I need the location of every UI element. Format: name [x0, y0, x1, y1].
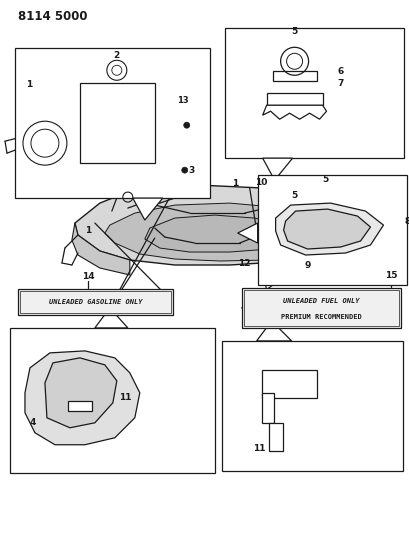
Text: PREMIUM RECOMMENDED: PREMIUM RECOMMENDED — [281, 314, 361, 320]
Bar — [257, 175, 407, 285]
Bar — [80, 83, 155, 163]
Bar — [15, 49, 209, 198]
Text: 5: 5 — [291, 27, 297, 36]
Bar — [272, 71, 316, 81]
Text: 11: 11 — [253, 444, 265, 453]
Text: 3: 3 — [188, 166, 194, 175]
Text: 12: 12 — [238, 259, 250, 268]
Polygon shape — [262, 158, 292, 180]
Bar — [268, 423, 282, 451]
Text: 2: 2 — [113, 51, 120, 60]
Bar — [261, 393, 273, 423]
Polygon shape — [256, 321, 291, 341]
Text: UNLEADED FUEL ONLY: UNLEADED FUEL ONLY — [283, 298, 359, 304]
Bar — [10, 328, 214, 473]
Text: 10: 10 — [255, 177, 267, 187]
Polygon shape — [45, 358, 117, 428]
Text: 8: 8 — [403, 216, 409, 225]
Polygon shape — [75, 185, 359, 265]
Bar — [241, 288, 400, 328]
Circle shape — [181, 167, 187, 173]
Text: 5: 5 — [291, 191, 297, 199]
Polygon shape — [25, 351, 139, 445]
Polygon shape — [144, 215, 299, 252]
Text: 5: 5 — [321, 175, 328, 184]
Text: 1: 1 — [85, 225, 91, 235]
Text: 9: 9 — [303, 261, 310, 270]
Polygon shape — [72, 223, 130, 275]
Text: 1: 1 — [231, 179, 237, 188]
Text: 4: 4 — [30, 418, 36, 427]
Polygon shape — [262, 105, 326, 119]
Polygon shape — [283, 209, 370, 249]
Text: 8114 5000: 8114 5000 — [18, 10, 87, 23]
Bar — [243, 290, 398, 326]
Text: 7: 7 — [337, 79, 343, 88]
Polygon shape — [133, 198, 162, 220]
Polygon shape — [105, 203, 344, 261]
Bar — [224, 28, 403, 158]
Bar — [68, 401, 92, 411]
Bar — [266, 93, 322, 105]
Bar — [261, 370, 316, 398]
Text: 1: 1 — [26, 80, 32, 89]
Bar — [221, 341, 402, 471]
Bar — [20, 291, 171, 313]
Circle shape — [183, 122, 189, 128]
Bar — [18, 289, 172, 315]
Text: 6: 6 — [337, 67, 343, 76]
Text: 11: 11 — [118, 393, 131, 402]
Text: 15: 15 — [384, 271, 397, 280]
Text: 13: 13 — [177, 96, 188, 104]
Text: 14: 14 — [81, 272, 94, 281]
Text: UNLEADED GASOLINE ONLY: UNLEADED GASOLINE ONLY — [49, 299, 142, 305]
Polygon shape — [94, 308, 128, 328]
Polygon shape — [237, 223, 257, 243]
Polygon shape — [275, 203, 382, 255]
